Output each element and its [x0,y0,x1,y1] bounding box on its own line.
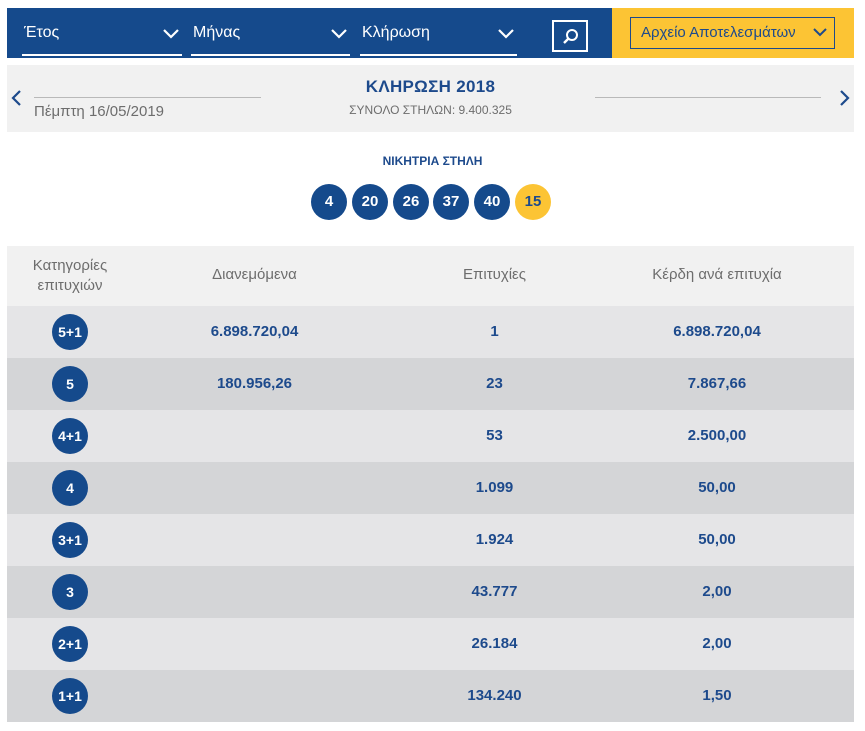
winners-cell: 1.099 [475,479,514,496]
table-row: 3 43.777 2,00 [7,566,854,618]
category-badge: 4+1 [52,418,88,454]
header-winners: Επιτυχίες [463,266,526,283]
winning-number-ball: 4 [311,184,347,220]
category-badge: 2+1 [52,626,88,662]
category-badge: 5+1 [52,314,88,350]
header-prize: Κέρδη ανά επιτυχία [652,266,782,283]
results-table: Κατηγορίες επιτυχιών Διανεμόμενα Επιτυχί… [7,246,854,722]
table-header: Κατηγορίες επιτυχιών Διανεμόμενα Επιτυχί… [7,246,854,306]
winners-cell: 43.777 [471,583,518,600]
table-row: 5 180.956,26 23 7.867,66 [7,358,854,410]
search-icon [563,29,578,44]
winners-cell: 53 [486,427,503,444]
chevron-right-icon[interactable] [837,89,851,107]
prize-cell: 2,00 [702,583,732,600]
winning-number-ball: 37 [433,184,469,220]
winning-number-ball: 26 [393,184,429,220]
category-badge: 3 [52,574,88,610]
draw-date: Πέμπτη 16/05/2019 [34,103,165,120]
table-row: 2+1 26.184 2,00 [7,618,854,670]
month-select-label: Μήνας [193,24,241,41]
draw-select[interactable]: Κλήρωση [360,22,517,56]
winners-cell: 26.184 [471,635,518,652]
month-select[interactable]: Μήνας [191,22,350,56]
draw-header: Πέμπτη 16/05/2019 ΚΛΗΡΩΣΗ 2018 ΣΥΝΟΛΟ ΣΤ… [7,65,854,132]
prize-cell: 2.500,00 [687,427,747,444]
distributed-cell: 180.956,26 [216,375,293,392]
winning-numbers: 4 20 26 37 40 15 [311,184,556,220]
header-category: Κατηγορίες επιτυχιών [32,257,108,294]
category-badge: 4 [52,470,88,506]
year-select-label: Έτος [24,24,60,41]
table-row: 4+1 53 2.500,00 [7,410,854,462]
chevron-down-icon [331,29,347,39]
prize-cell: 7.867,66 [687,375,747,392]
chevron-down-icon [813,28,827,37]
prize-cell: 6.898.720,04 [673,323,761,340]
winners-cell: 23 [486,375,503,392]
draw-total-columns: ΣΥΝΟΛΟ ΣΤΗΛΩΝ: 9.400.325 [349,103,512,117]
category-badge: 3+1 [52,522,88,558]
winning-number-ball: 40 [474,184,510,220]
header-distributed: Διανεμόμενα [212,266,297,283]
search-button[interactable] [552,20,588,52]
chevron-down-icon [498,29,514,39]
table-row: 1+1 134.240 1,50 [7,670,854,722]
divider [595,97,821,98]
winners-cell: 1 [490,323,499,340]
prize-cell: 50,00 [698,531,736,548]
winners-cell: 1.924 [475,531,514,548]
winning-column-title: ΝΙΚΗΤΡΙΑ ΣΤΗΛΗ [382,154,483,168]
table-row: 4 1.099 50,00 [7,462,854,514]
archive-dropdown[interactable]: Αρχείο Αποτελεσμάτων [630,17,835,49]
category-badge: 5 [52,366,88,402]
prize-cell: 1,50 [702,687,732,704]
year-select[interactable]: Έτος [22,22,182,56]
table-row: 5+1 6.898.720,04 1 6.898.720,04 [7,306,854,358]
archive-panel: Αρχείο Αποτελεσμάτων [612,8,854,58]
distributed-cell: 6.898.720,04 [210,323,299,340]
table-row: 3+1 1.924 50,00 [7,514,854,566]
chevron-left-icon[interactable] [10,89,24,107]
bonus-number-ball: 15 [515,184,551,220]
category-badge: 1+1 [52,678,88,714]
winners-cell: 134.240 [467,687,522,704]
divider [34,97,261,98]
prize-cell: 50,00 [698,479,736,496]
draw-title: ΚΛΗΡΩΣΗ 2018 [365,77,496,96]
draw-select-label: Κλήρωση [362,24,430,41]
archive-dropdown-label: Αρχείο Αποτελεσμάτων [641,24,796,41]
chevron-down-icon [163,29,179,39]
filter-bar: Έτος Μήνας Κλήρωση [7,8,612,58]
winning-number-ball: 20 [352,184,388,220]
prize-cell: 2,00 [702,635,732,652]
